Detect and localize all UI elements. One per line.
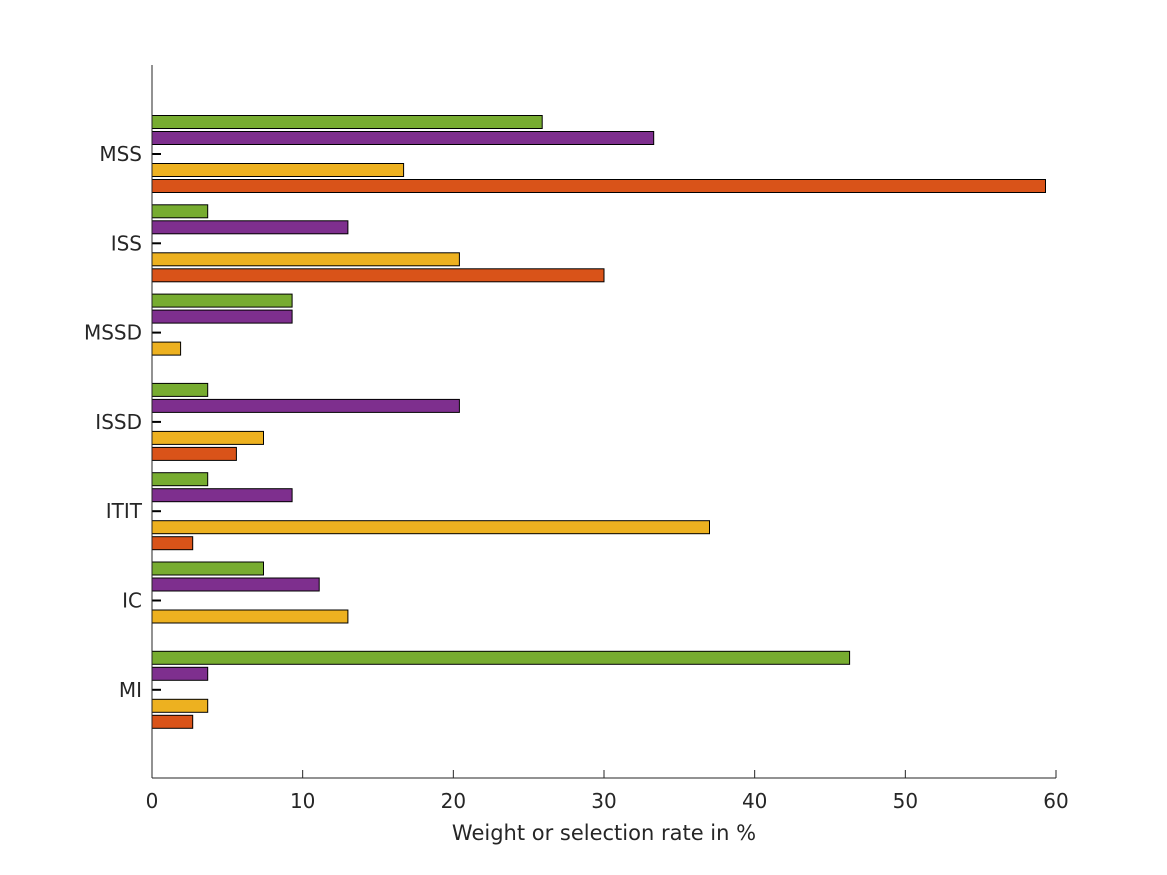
x-tick-label-50: 50	[893, 789, 918, 813]
y-tick-label-ic: IC	[122, 589, 142, 613]
bar-itit-series-4	[151, 520, 710, 535]
bar-issd-series-3	[152, 420, 161, 423]
bar-iss-series-2	[151, 220, 349, 235]
y-tick-label-mssd: MSSD	[84, 321, 142, 345]
bar-issd-series-4	[151, 430, 264, 445]
bar-mi-series-2	[151, 666, 209, 681]
bar-iss-series-3	[152, 242, 161, 245]
bar-itit-series-1	[151, 472, 209, 487]
y-tick-label-mi: MI	[119, 678, 142, 702]
bar-mss-series-2	[151, 131, 655, 145]
bar-mi-series-3	[152, 688, 161, 691]
x-tick-label-40: 40	[742, 789, 767, 813]
bar-iss-series-5	[151, 268, 605, 283]
x-tick-label-30: 30	[591, 789, 616, 813]
bar-mssd-series-1	[151, 293, 293, 308]
bar-mss-series-3	[152, 153, 161, 155]
bar-iss-series-4	[151, 252, 460, 267]
x-tick-label-10: 10	[290, 789, 315, 813]
bar-mssd-series-4	[151, 341, 182, 356]
bar-ic-series-2	[151, 577, 320, 592]
bar-mss-series-4	[151, 163, 405, 177]
bar-itit-series-2	[151, 488, 293, 503]
bar-mss-series-5	[151, 179, 1046, 193]
y-tick-label-issd: ISSD	[95, 410, 142, 434]
x-tick-label-20: 20	[441, 789, 466, 813]
bar-ic-series-3	[152, 599, 161, 602]
bar-mssd-series-2	[151, 309, 293, 324]
bar-issd-series-1	[151, 382, 209, 397]
bar-issd-series-2	[151, 398, 460, 413]
x-tick-label-0: 0	[146, 789, 159, 813]
bar-mssd-series-3	[152, 331, 161, 334]
bar-mi-series-4	[151, 698, 209, 713]
bar-issd-series-5	[151, 446, 237, 461]
y-tick-label-mss: MSS	[99, 142, 142, 166]
bar-iss-series-1	[151, 204, 209, 219]
bar-mss-series-1	[151, 115, 543, 129]
y-tick-label-iss: ISS	[111, 231, 142, 255]
bar-ic-series-4	[151, 609, 349, 624]
bar-ic-series-1	[151, 561, 264, 576]
bar-itit-series-5	[151, 536, 194, 551]
axes-group: MSS ISS MSSD ISSD ITIT IC MI 0 10 20 30 40 50 60	[84, 65, 1069, 813]
y-tick-label-itit: ITIT	[106, 499, 143, 523]
bars-group	[151, 115, 1046, 729]
bar-mi-series-5	[151, 714, 194, 729]
bar-itit-series-3	[152, 510, 161, 513]
x-tick-label-60: 60	[1043, 789, 1068, 813]
x-axis-label: Weight or selection rate in %	[452, 821, 756, 845]
bar-mi-series-1	[151, 650, 851, 665]
